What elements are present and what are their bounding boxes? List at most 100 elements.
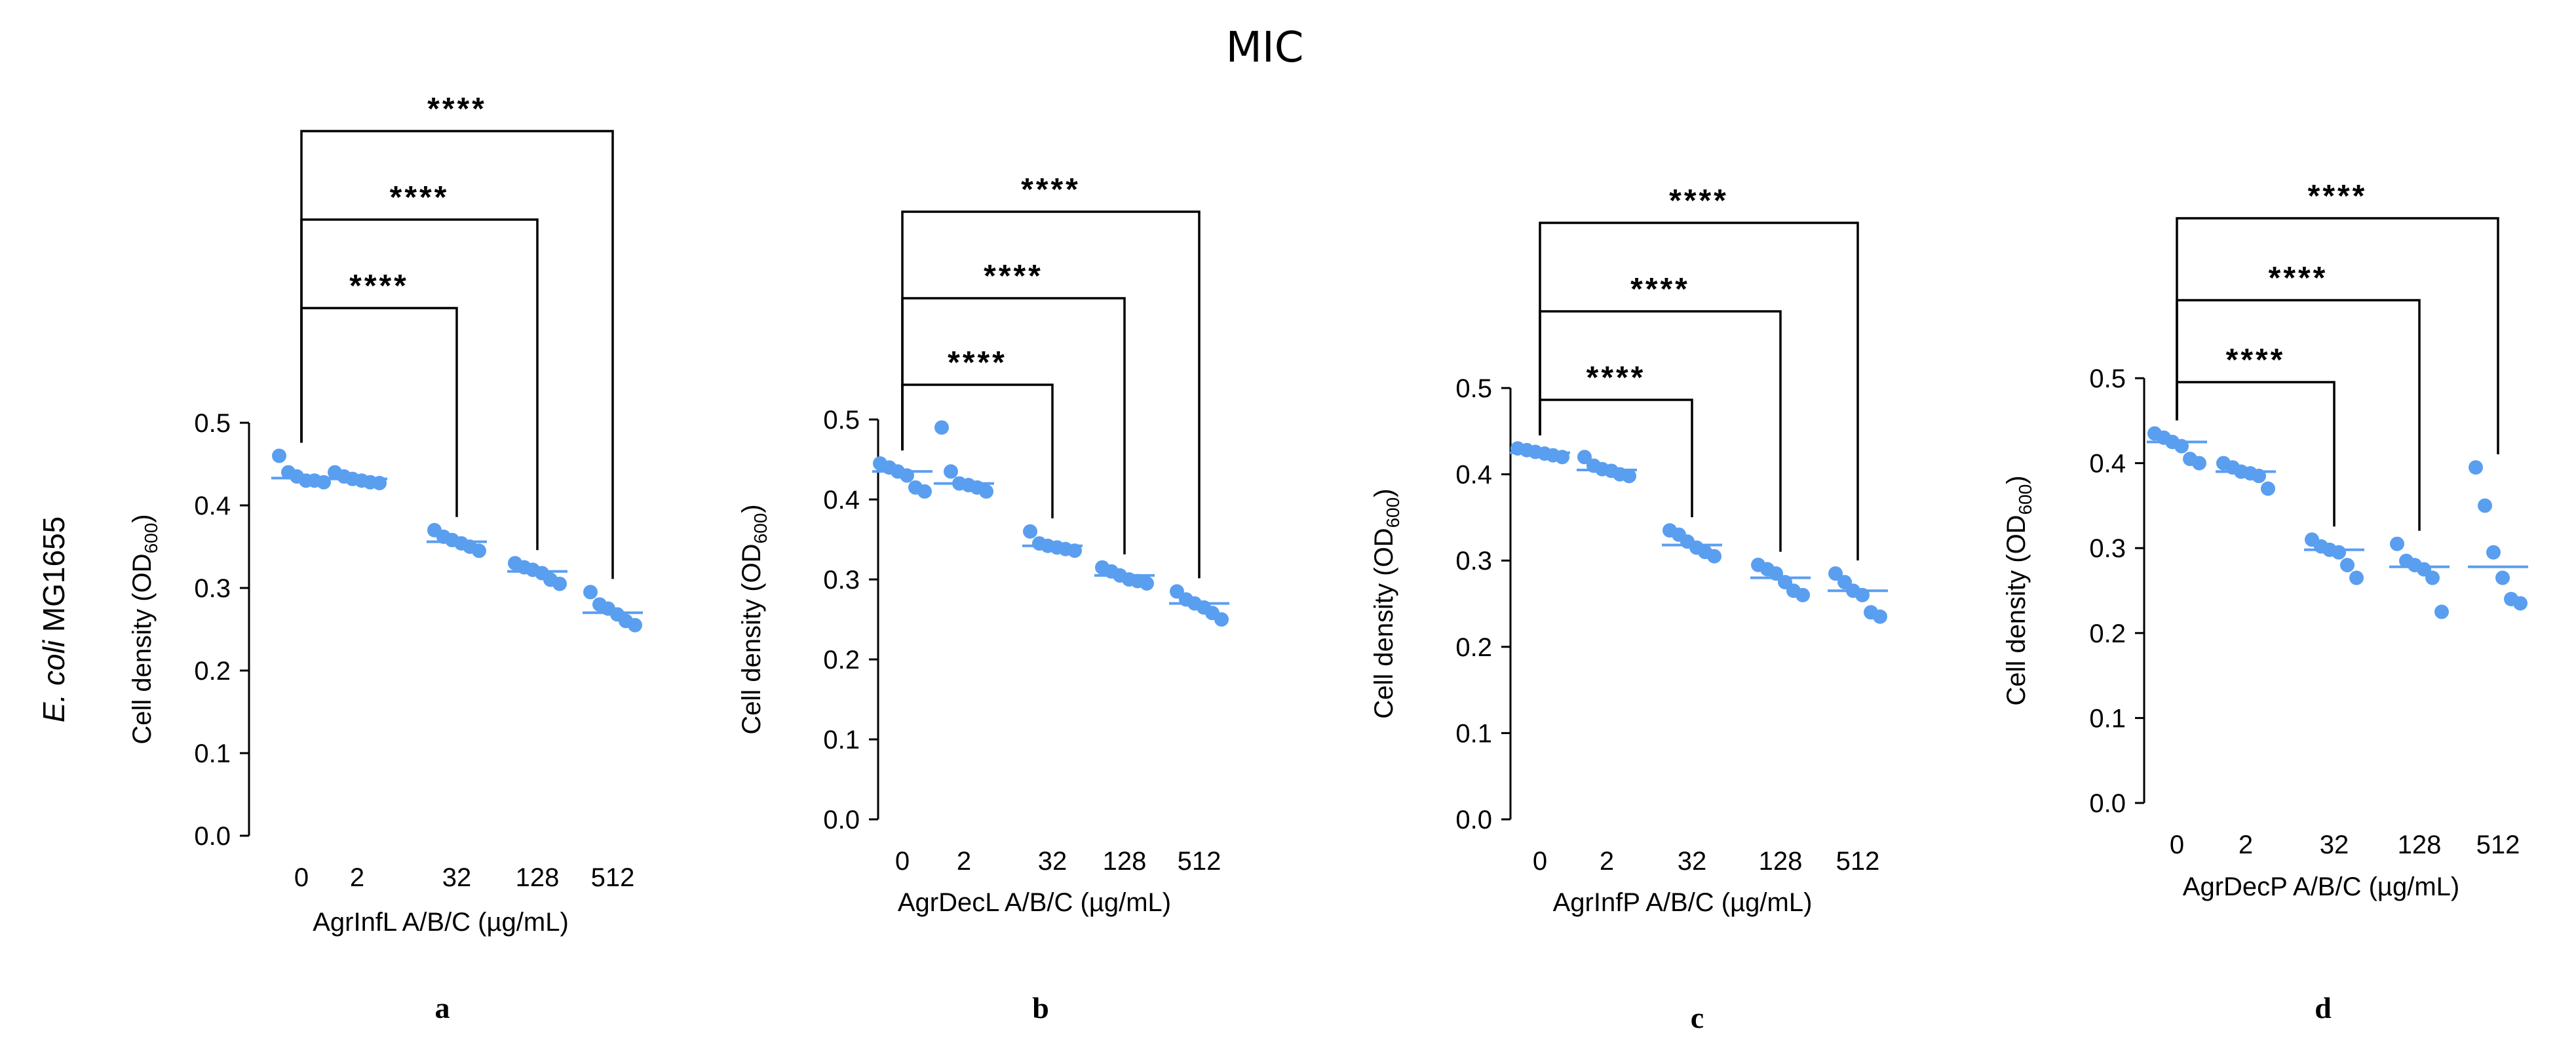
- data-point: [583, 585, 598, 600]
- y-axis-title-subscript: 600: [1383, 498, 1403, 528]
- data-point: [2340, 558, 2355, 573]
- significance-label: ****: [948, 345, 1007, 380]
- y-axis-title-text: Cell density (OD: [1370, 528, 1398, 718]
- y-axis-title-close: ): [1370, 488, 1398, 497]
- data-point: [372, 475, 387, 490]
- y-tick-label: 0.3: [194, 574, 231, 603]
- data-point: [1707, 549, 1721, 564]
- y-tick-label: 0.5: [194, 409, 231, 438]
- significance-bracket: [300, 218, 539, 551]
- y-axis-title-subscript: 600: [2015, 484, 2035, 515]
- data-point: [2192, 456, 2206, 471]
- y-tick-label: 0.3: [1455, 547, 1492, 576]
- row-label: E. coli MG1655: [37, 517, 71, 722]
- y-tick-label: 0.2: [1455, 633, 1492, 662]
- x-axis-title: AgrDecP A/B/C (µg/mL): [2183, 872, 2459, 901]
- x-tick-label: 128: [1759, 847, 1803, 876]
- panel-label: b: [1032, 991, 1049, 1025]
- significance-label: ****: [2226, 343, 2286, 378]
- significance-bracket: [901, 210, 1201, 579]
- x-tick-label: 512: [1178, 847, 1221, 876]
- x-tick-label: 0: [895, 847, 910, 876]
- data-point: [2174, 439, 2189, 454]
- y-tick-label: 0.0: [2089, 789, 2126, 818]
- significance-label: ****: [2308, 179, 2368, 214]
- data-point: [1140, 576, 1154, 591]
- y-axis-title-text: Cell density (OD: [2002, 515, 2031, 705]
- y-tick-label: 0.0: [823, 806, 860, 834]
- x-tick-label: 2: [2239, 830, 2253, 859]
- panel-label: c: [1691, 1001, 1704, 1034]
- x-tick-label: 128: [516, 863, 560, 892]
- data-point: [472, 543, 486, 558]
- y-tick-label: 0.5: [2089, 364, 2126, 393]
- x-tick-label: 512: [1836, 847, 1880, 876]
- y-axis-title: Cell density (OD600): [2002, 475, 2035, 705]
- y-axis-title: Cell density (OD600): [1370, 488, 1403, 718]
- x-tick-label: 512: [591, 863, 635, 892]
- y-tick-label: 0.4: [2089, 450, 2126, 478]
- y-tick-label: 0.5: [823, 406, 860, 435]
- data-point: [944, 464, 958, 479]
- data-point: [2252, 469, 2266, 484]
- significance-label: ****: [1021, 172, 1081, 207]
- y-axis-title-subscript: 600: [141, 523, 161, 554]
- data-point: [628, 617, 642, 633]
- data-point: [2349, 570, 2364, 585]
- x-tick-label: 2: [957, 847, 971, 876]
- x-tick-label: 0: [1533, 847, 1547, 876]
- data-point: [1796, 587, 1810, 602]
- row-label-strain: MG1655: [37, 517, 71, 640]
- x-tick-label: 32: [2320, 830, 2349, 859]
- data-point: [2495, 570, 2510, 585]
- y-tick-label: 0.4: [823, 486, 860, 515]
- y-tick-label: 0.3: [823, 566, 860, 595]
- y-axis-title-text: Cell density (OD: [737, 543, 766, 734]
- chart-panel-b: 0.0 0.1 0.2 0.3 0.4 0.5 Cell density (OD600) 0 2…: [737, 172, 1229, 1025]
- data-point: [2390, 536, 2404, 551]
- data-point: [1828, 566, 1843, 581]
- data-point: [900, 468, 914, 483]
- y-axis-title-close: ): [2002, 475, 2031, 484]
- x-tick-label: 32: [442, 863, 472, 892]
- x-tick-label: 128: [2398, 830, 2442, 859]
- y-axis-title-text: Cell density (OD: [128, 553, 157, 744]
- x-axis-title: AgrInfL A/B/C (µg/mL): [313, 908, 569, 937]
- y-tick-label: 0.1: [1455, 719, 1492, 748]
- data-point: [2478, 498, 2492, 513]
- x-axis-title: AgrInfP A/B/C (µg/mL): [1553, 888, 1813, 917]
- significance-bracket: [2176, 217, 2499, 455]
- significance-label: ****: [349, 269, 409, 303]
- data-point: [2434, 604, 2449, 619]
- data-point: [2332, 545, 2346, 560]
- y-tick-label: 0.1: [194, 739, 231, 768]
- y-axis-title-close: ): [128, 514, 157, 522]
- x-tick-label: 32: [1038, 847, 1067, 876]
- y-axis-title-subscript: 600: [750, 513, 771, 544]
- x-tick-label: 128: [1103, 847, 1147, 876]
- row-label-species: E. coli: [37, 639, 71, 722]
- data-point: [2261, 481, 2275, 496]
- y-tick-label: 0.1: [823, 726, 860, 754]
- data-point: [1577, 450, 1592, 465]
- significance-bracket: [2176, 381, 2336, 527]
- y-tick-label: 0.0: [1455, 806, 1492, 834]
- significance-label: ****: [390, 180, 450, 215]
- data-point: [1023, 524, 1037, 539]
- y-tick-label: 0.4: [194, 492, 231, 520]
- y-tick-label: 0.2: [194, 657, 231, 686]
- significance-bracket: [1539, 222, 1859, 560]
- data-point: [552, 576, 567, 591]
- chart-panel-d: 0.0 0.1 0.2 0.3 0.4 0.5 Cell density (OD600) 0 2…: [2002, 179, 2528, 1025]
- y-tick-label: 0.4: [1455, 461, 1492, 490]
- data-point: [1622, 469, 1636, 484]
- data-point: [1555, 450, 1569, 465]
- x-axis-title: AgrDecL A/B/C (µg/mL): [898, 888, 1171, 917]
- panel-label: d: [2315, 991, 2332, 1025]
- y-tick-label: 0.3: [2089, 534, 2126, 563]
- significance-bracket: [2176, 299, 2421, 531]
- significance-bracket: [300, 130, 614, 579]
- significance-label: ****: [1630, 272, 1690, 307]
